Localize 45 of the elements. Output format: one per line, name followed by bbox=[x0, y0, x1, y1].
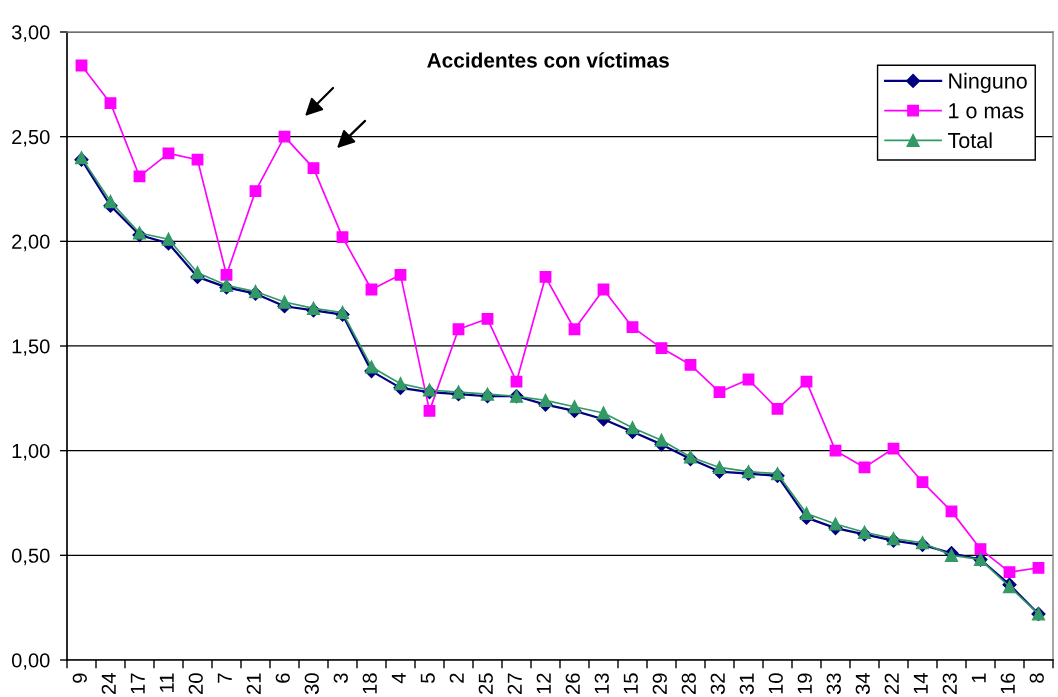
x-tick-label: 22 bbox=[884, 673, 899, 694]
x-tick-label: 18 bbox=[362, 673, 377, 694]
y-tick-label: 1,50 bbox=[12, 339, 50, 356]
x-tick-label: 21 bbox=[246, 673, 261, 694]
legend-label: Ninguno bbox=[949, 72, 1027, 93]
x-tick-label: 1 bbox=[971, 673, 986, 683]
y-tick-label: 2,00 bbox=[12, 234, 50, 252]
text: Accidentes con víctimas bbox=[427, 52, 669, 68]
y-tick-label: 2,50 bbox=[12, 129, 50, 147]
x-tick-label: 32 bbox=[710, 673, 725, 695]
x-tick-label: 12 bbox=[536, 673, 551, 694]
y-tick-label: 0,00 bbox=[11, 653, 50, 670]
x-tick-label: 9 bbox=[72, 673, 87, 683]
x-tick-label: 17 bbox=[130, 673, 145, 694]
x-tick-label: 25 bbox=[478, 673, 493, 694]
x-tick-label: 14 bbox=[913, 673, 928, 694]
x-tick-label: 3 bbox=[333, 673, 348, 683]
x-tick-label: 6 bbox=[275, 673, 290, 683]
legend-label: 1 o mas bbox=[949, 103, 1024, 119]
y-tick-label: 1,00 bbox=[12, 443, 50, 461]
x-tick-label: 19 bbox=[797, 673, 812, 694]
x-tick-label: 16 bbox=[1000, 673, 1015, 694]
x-tick-label: 4 bbox=[391, 673, 406, 684]
y-tick-label: 0,50 bbox=[11, 548, 50, 566]
x-tick-label: 29 bbox=[652, 673, 667, 694]
x-tick-label: 34 bbox=[855, 673, 870, 695]
x-tick-label: 30 bbox=[304, 673, 319, 695]
x-tick-label: 15 bbox=[623, 673, 638, 694]
x-tick-label: 10 bbox=[768, 673, 783, 694]
x-tick-label: 2 bbox=[449, 673, 464, 683]
x-tick-label: 7 bbox=[217, 673, 232, 683]
legend-label: Total bbox=[948, 132, 992, 149]
x-tick-label: 5 bbox=[420, 673, 435, 683]
x-tick-label: 26 bbox=[565, 673, 580, 694]
y-tick-label: 3,00 bbox=[11, 25, 50, 42]
x-tick-label: 13 bbox=[594, 673, 609, 694]
x-tick-label: 28 bbox=[681, 673, 696, 694]
x-tick-label: 20 bbox=[188, 673, 203, 694]
x-tick-label: 31 bbox=[739, 673, 754, 695]
x-tick-label: 23 bbox=[942, 673, 957, 694]
x-tick-label: 33 bbox=[826, 673, 841, 695]
x-tick-label: 8 bbox=[1029, 673, 1044, 683]
x-tick-label: 11 bbox=[159, 673, 174, 692]
x-tick-label: 24 bbox=[101, 673, 116, 694]
x-tick-label: 27 bbox=[507, 673, 522, 694]
